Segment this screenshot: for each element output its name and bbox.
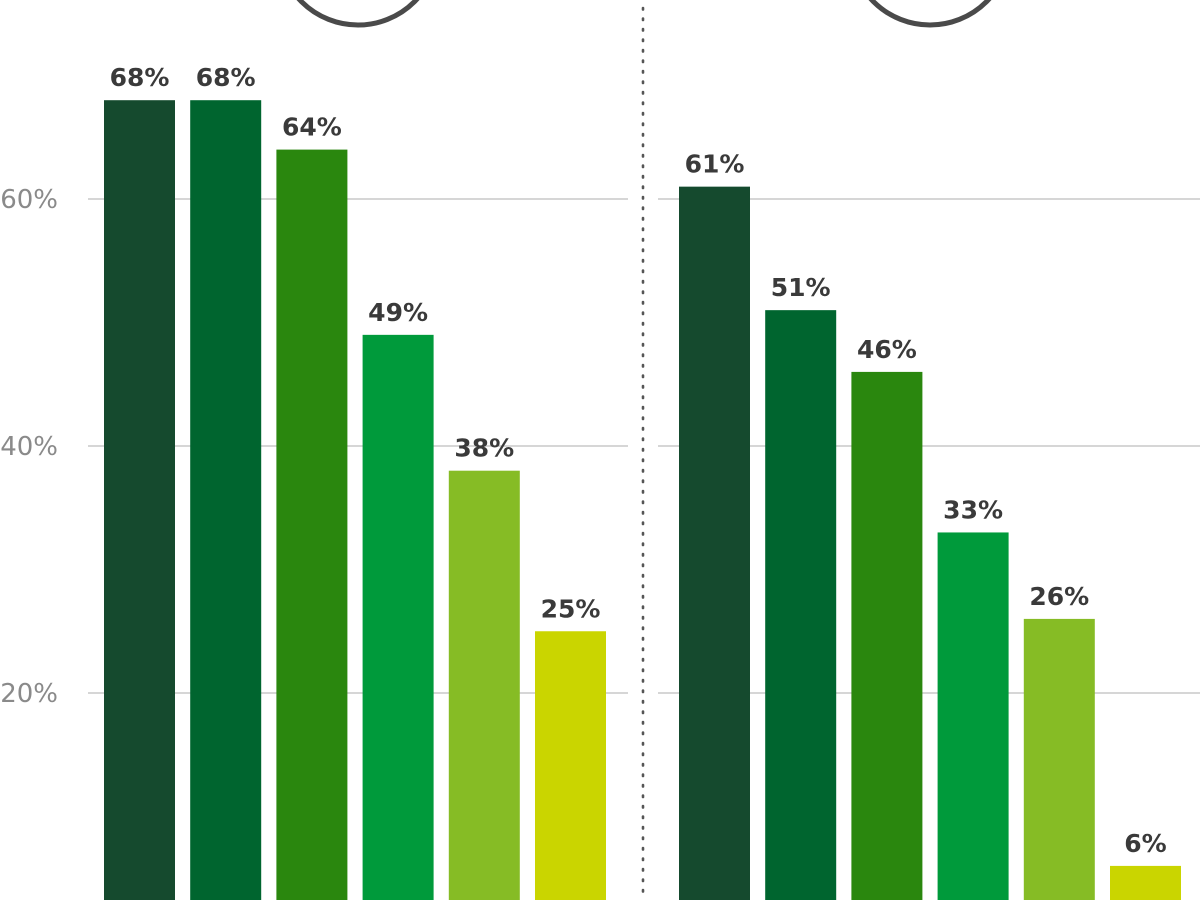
bar-value-label: 68% — [196, 63, 256, 92]
bar-value-label: 68% — [110, 63, 170, 92]
bar — [937, 532, 1009, 900]
right-circle-icon — [868, 0, 992, 28]
y-tick-label: 20% — [0, 679, 58, 709]
bar-value-label: 25% — [541, 594, 601, 623]
bar-value-label: 46% — [857, 335, 917, 364]
bar — [1110, 865, 1181, 900]
bar — [765, 310, 837, 900]
bar — [679, 186, 750, 900]
bar-value-label: 51% — [771, 273, 831, 302]
bar-value-label: 33% — [943, 495, 1003, 524]
bar-value-label: 38% — [454, 434, 514, 463]
decorations — [296, 0, 992, 900]
value-labels: 68% 68% 64% 49% 38% 25% 61% 51% 46% 33% 26% 6% — [110, 63, 1167, 858]
bar-value-label: 26% — [1029, 582, 1089, 611]
bar — [851, 371, 923, 900]
bar — [448, 470, 520, 900]
bar — [1023, 618, 1095, 900]
left-circle-icon — [296, 0, 420, 28]
bars — [104, 100, 1181, 900]
bar-value-label: 6% — [1124, 829, 1166, 858]
bar — [190, 100, 262, 900]
bar-value-label: 61% — [685, 150, 745, 179]
bar — [535, 631, 606, 900]
bar — [104, 100, 175, 900]
y-tick-label: 60% — [0, 185, 58, 215]
bar — [276, 149, 348, 900]
bar-value-label: 64% — [282, 113, 342, 142]
y-tick-label: 40% — [0, 432, 58, 462]
bar — [362, 334, 434, 900]
bar-value-label: 49% — [368, 298, 428, 327]
y-axis-tick-labels: 60% 40% 20% — [0, 185, 58, 709]
